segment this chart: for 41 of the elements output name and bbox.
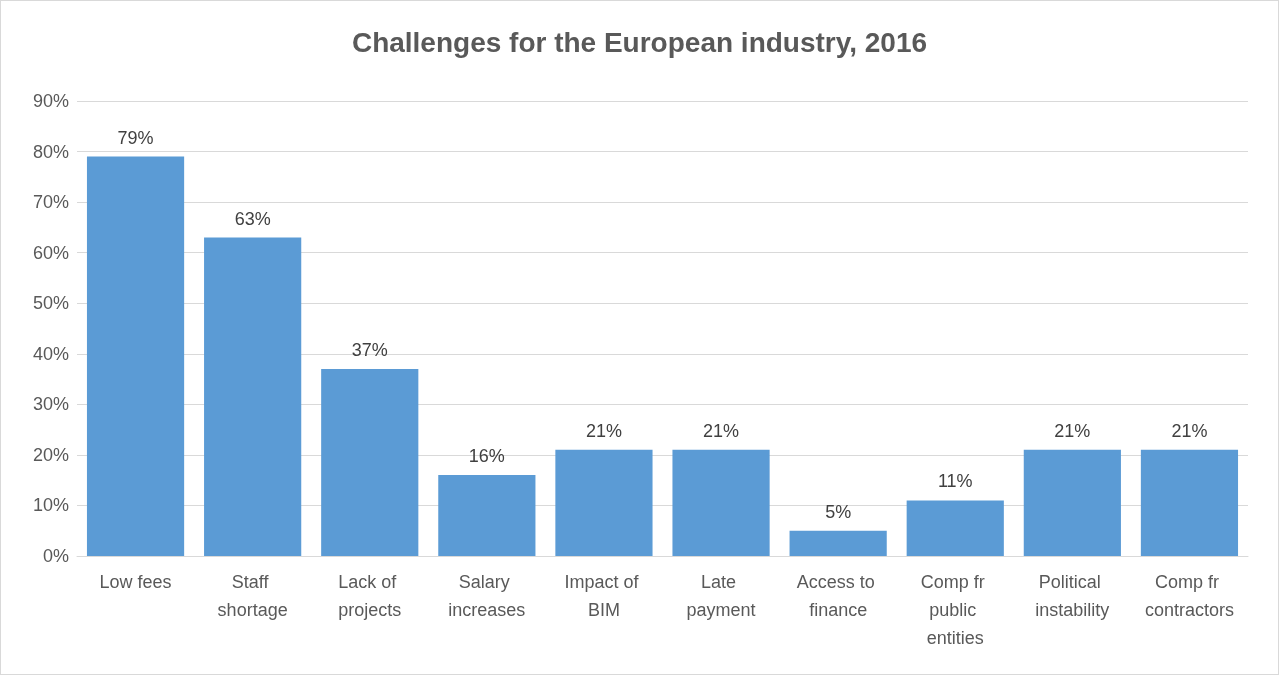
x-tick-label: Comp fr contractors <box>1144 572 1234 620</box>
bar <box>1023 449 1121 556</box>
y-tick-label: 80% <box>32 141 69 162</box>
y-tick-label: 90% <box>32 91 69 111</box>
x-tick-label: Staff shortage <box>217 572 288 620</box>
chart-title: Challenges for the European industry, 2016 <box>351 26 928 58</box>
y-tick-label: 70% <box>32 192 69 213</box>
data-label: 37% <box>351 339 388 360</box>
bar <box>204 237 302 556</box>
data-label: 11% <box>937 471 973 492</box>
y-tick-label: 10% <box>32 495 69 516</box>
data-label: 63% <box>234 208 271 229</box>
y-tick-label: 0% <box>42 546 69 566</box>
x-tick-label: Access to finance <box>796 572 880 620</box>
x-tick-label: Low fees <box>99 572 172 592</box>
bar <box>906 500 1004 556</box>
x-tick-label: Salary increases <box>448 572 526 620</box>
y-tick-label: 60% <box>32 242 69 263</box>
y-tick-label: 20% <box>32 444 69 465</box>
x-tick-label: Political instability <box>1035 572 1110 620</box>
data-label: 21% <box>703 420 740 441</box>
data-label: 16% <box>468 446 505 467</box>
x-tick-label: Impact of BIM <box>564 572 644 620</box>
x-tick-label: Late payment <box>686 572 756 620</box>
bar <box>789 530 887 556</box>
bar <box>1140 449 1239 556</box>
bar <box>321 368 419 556</box>
y-tick-label: 50% <box>32 293 69 314</box>
bar <box>672 449 770 556</box>
data-label: 5% <box>825 501 852 522</box>
bar <box>438 475 536 556</box>
data-label: 21% <box>1054 420 1091 441</box>
bar <box>555 449 653 556</box>
y-tick-label: 30% <box>32 394 69 415</box>
data-label: 21% <box>1171 420 1208 441</box>
x-tick-label: Lack of projects <box>338 572 402 620</box>
bar <box>86 156 185 556</box>
y-tick-label: 40% <box>32 343 69 364</box>
data-label: 79% <box>117 127 154 148</box>
x-tick-label: Comp fr public entities <box>920 572 990 648</box>
data-label: 21% <box>585 420 622 441</box>
